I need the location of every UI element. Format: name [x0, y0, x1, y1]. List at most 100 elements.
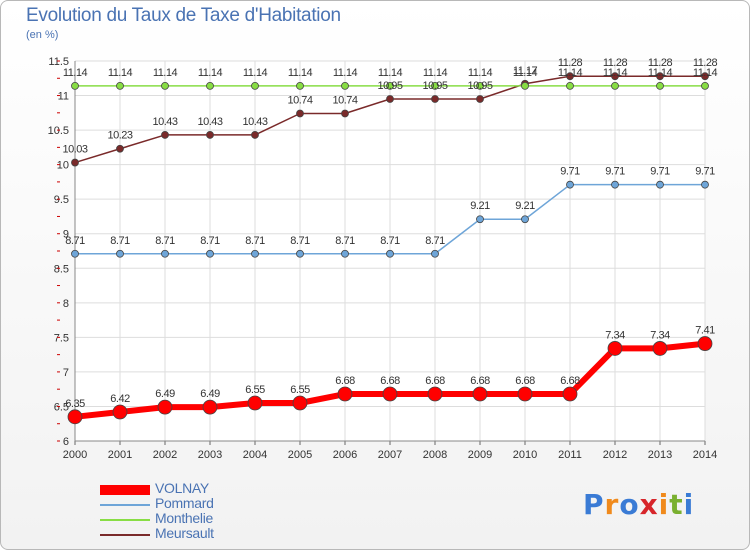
- data-label-volnay: 6.35: [65, 398, 85, 410]
- data-label-volnay: 6.68: [380, 375, 400, 387]
- data-label-volnay: 6.55: [245, 384, 265, 396]
- data-point-pommard: [611, 180, 619, 189]
- data-label-monthelie: 11.14: [558, 67, 583, 79]
- y-tick-label: 6.5: [54, 401, 69, 413]
- data-label-meursault: 10.03: [62, 144, 87, 156]
- data-point-pommard: [251, 249, 259, 258]
- x-tick-label: 2013: [648, 449, 672, 461]
- y-tick-label: 9: [63, 229, 69, 241]
- data-label-monthelie: 11.14: [423, 67, 448, 79]
- y-tick-label: 11.5: [48, 56, 69, 68]
- data-label-monthelie: 11.14: [468, 67, 493, 79]
- data-point-monthelie: [206, 81, 214, 90]
- data-point-volnay: [157, 399, 173, 415]
- data-label-volnay: 6.55: [290, 384, 310, 396]
- data-point-monthelie: [116, 81, 124, 90]
- data-point-pommard: [521, 215, 529, 224]
- data-label-volnay: 6.42: [110, 393, 130, 405]
- data-point-meursault: [296, 109, 304, 118]
- data-label-meursault: 11.28: [648, 57, 673, 69]
- data-point-volnay: [517, 386, 533, 402]
- data-label-monthelie: 11.14: [108, 67, 133, 79]
- data-label-pommard: 9.71: [650, 166, 670, 178]
- data-point-monthelie: [566, 81, 574, 90]
- data-point-monthelie: [251, 81, 259, 90]
- data-label-meursault: 11.28: [558, 57, 583, 69]
- data-label-volnay: 6.49: [200, 388, 220, 400]
- data-label-volnay: 6.49: [155, 388, 175, 400]
- data-label-monthelie: 11.14: [333, 67, 358, 79]
- y-tick-label: 8: [63, 298, 69, 310]
- data-point-volnay: [382, 386, 398, 402]
- legend-label: Pommard: [155, 495, 214, 511]
- x-tick-label: 2014: [693, 449, 717, 461]
- data-point-volnay: [337, 386, 353, 402]
- data-label-monthelie: 11.14: [603, 67, 628, 79]
- y-tick-label: 6: [63, 436, 69, 448]
- data-point-pommard: [476, 215, 484, 224]
- data-point-meursault: [341, 109, 349, 118]
- logo-letter: x: [639, 488, 659, 521]
- data-point-meursault: [431, 95, 439, 103]
- data-point-volnay: [292, 395, 308, 411]
- data-label-monthelie: 11.14: [153, 67, 178, 79]
- legend-label: VOLNAY: [155, 480, 209, 496]
- data-label-pommard: 8.71: [155, 235, 175, 247]
- data-point-volnay: [472, 386, 488, 402]
- data-point-monthelie: [611, 81, 619, 90]
- data-point-monthelie: [341, 81, 349, 90]
- data-point-meursault: [206, 131, 214, 139]
- data-point-volnay: [112, 404, 128, 420]
- data-point-meursault: [701, 72, 709, 81]
- chart-subtitle: (en %): [26, 29, 59, 41]
- data-point-pommard: [341, 249, 349, 258]
- data-label-pommard: 8.71: [425, 235, 445, 247]
- data-label-meursault: 10.74: [287, 95, 312, 107]
- data-point-monthelie: [431, 81, 439, 90]
- data-label-pommard: 8.71: [110, 235, 130, 247]
- y-tick-label: 10.5: [48, 125, 69, 137]
- data-point-volnay: [562, 386, 578, 402]
- x-tick-label: 2003: [198, 449, 222, 461]
- data-label-pommard: 8.71: [200, 235, 220, 247]
- data-point-meursault: [611, 72, 619, 81]
- data-point-pommard: [701, 180, 709, 189]
- data-point-monthelie: [71, 81, 79, 90]
- data-label-monthelie: 11.14: [243, 67, 268, 79]
- data-point-pommard: [71, 249, 79, 258]
- x-tick-label: 2006: [333, 449, 357, 461]
- data-label-volnay: 7.41: [695, 325, 715, 337]
- proxiti-logo: Proxiti: [583, 488, 694, 521]
- data-point-pommard: [161, 249, 169, 258]
- data-label-pommard: 9.71: [695, 166, 715, 178]
- data-label-meursault: 10.23: [107, 130, 132, 142]
- x-tick-label: 2007: [378, 449, 402, 461]
- y-tick-label: 11: [58, 91, 69, 103]
- y-tick-label: 8.5: [54, 263, 69, 275]
- data-point-volnay: [607, 341, 623, 356]
- x-tick-label: 2000: [63, 449, 87, 461]
- data-point-monthelie: [521, 81, 529, 90]
- data-point-monthelie: [656, 81, 664, 90]
- data-label-pommard: 9.71: [605, 166, 625, 178]
- data-point-pommard: [116, 249, 124, 258]
- logo-letter: i: [683, 488, 695, 521]
- logo-letter: P: [583, 488, 605, 521]
- x-tick-label: 2008: [423, 449, 447, 461]
- data-label-monthelie: 11.14: [63, 67, 88, 79]
- data-point-meursault: [656, 72, 664, 81]
- data-label-pommard: 9.21: [470, 200, 490, 212]
- data-label-monthelie: 11.14: [648, 67, 673, 79]
- data-label-volnay: 7.34: [605, 329, 625, 341]
- data-label-meursault: 11.28: [603, 57, 628, 69]
- logo-letter: i: [658, 488, 670, 521]
- data-label-pommard: 8.71: [245, 235, 265, 247]
- data-point-monthelie: [296, 81, 304, 90]
- data-label-monthelie: 11.14: [288, 67, 313, 79]
- data-point-meursault: [161, 131, 169, 139]
- data-label-volnay: 6.68: [335, 375, 355, 387]
- legend-swatch: [100, 485, 150, 495]
- data-point-monthelie: [476, 81, 484, 90]
- data-point-monthelie: [701, 81, 709, 90]
- data-label-monthelie: 11.14: [198, 67, 223, 79]
